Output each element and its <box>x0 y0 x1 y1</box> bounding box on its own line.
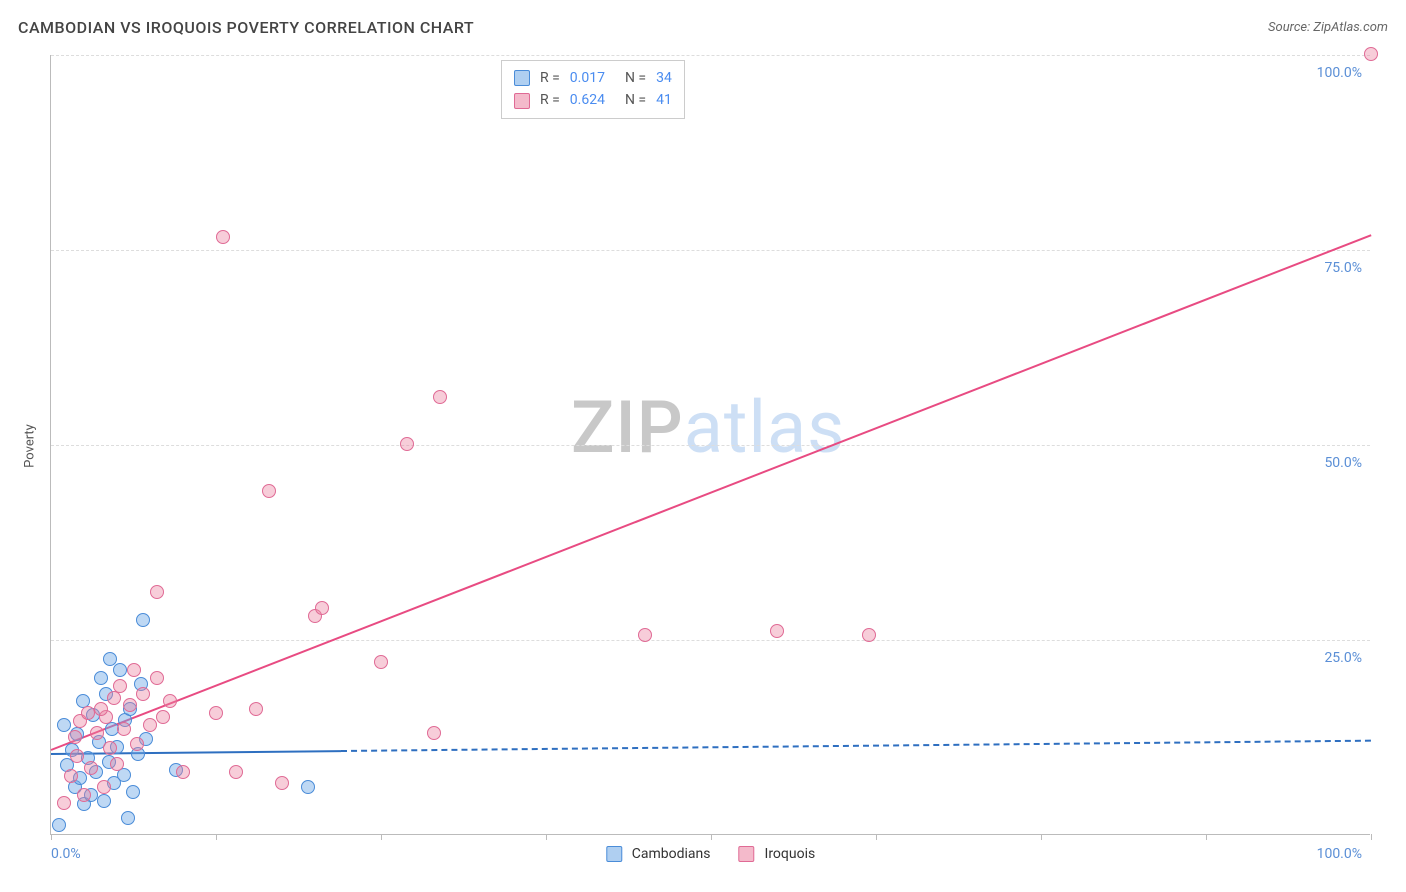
data-point <box>90 726 104 740</box>
x-tick <box>1041 834 1042 840</box>
data-point <box>136 613 150 627</box>
data-point <box>150 671 164 685</box>
trend-line <box>51 234 1372 751</box>
data-point <box>103 652 117 666</box>
data-point <box>229 765 243 779</box>
n-label: N = <box>625 89 646 111</box>
y-axis-label: Poverty <box>22 424 37 468</box>
data-point <box>427 726 441 740</box>
gridline <box>51 640 1370 641</box>
x-max-label: 100.0% <box>1317 846 1362 862</box>
data-point <box>117 722 131 736</box>
data-point <box>81 706 95 720</box>
data-point <box>176 765 190 779</box>
data-point <box>68 730 82 744</box>
data-point <box>770 624 784 638</box>
data-point <box>57 796 71 810</box>
data-point <box>97 794 111 808</box>
data-point <box>113 663 127 677</box>
y-tick-label: 100.0% <box>1317 65 1362 81</box>
watermark-atlas: atlas <box>684 385 846 470</box>
data-point <box>262 484 276 498</box>
r-label: R = <box>540 67 560 89</box>
gridline <box>51 55 1370 56</box>
y-tick-label: 25.0% <box>1324 650 1362 666</box>
data-point <box>94 671 108 685</box>
chart-title: CAMBODIAN VS IROQUOIS POVERTY CORRELATIO… <box>18 18 474 37</box>
data-point <box>136 687 150 701</box>
legend-item: Iroquois <box>739 846 816 862</box>
data-point <box>121 811 135 825</box>
source-label: Source: ZipAtlas.com <box>1268 20 1388 35</box>
data-point <box>301 780 315 794</box>
legend-label: Cambodians <box>632 846 711 862</box>
legend-row: R = 0.624 N = 41 <box>514 89 672 111</box>
data-point <box>400 437 414 451</box>
trend-line-dashed <box>341 740 1371 752</box>
watermark-zip: ZIP <box>571 385 684 470</box>
data-point <box>126 785 140 799</box>
data-point <box>249 702 263 716</box>
legend-label: Iroquois <box>765 846 816 862</box>
data-point <box>70 749 84 763</box>
n-label: N = <box>625 67 646 89</box>
r-label: R = <box>540 89 560 111</box>
data-point <box>433 390 447 404</box>
data-point <box>209 706 223 720</box>
data-point <box>156 710 170 724</box>
data-point <box>94 702 108 716</box>
x-tick <box>1206 834 1207 840</box>
legend-swatch <box>606 846 622 862</box>
data-point <box>127 663 141 677</box>
data-point <box>150 585 164 599</box>
correlation-legend: R = 0.017 N = 34 R = 0.624 N = 41 <box>501 60 685 119</box>
gridline <box>51 250 1370 251</box>
n-value: 34 <box>656 67 672 89</box>
x-min-label: 0.0% <box>51 846 81 862</box>
data-point <box>275 776 289 790</box>
data-point <box>52 818 66 832</box>
x-tick <box>1371 834 1372 840</box>
data-point <box>638 628 652 642</box>
y-tick-label: 50.0% <box>1324 455 1362 471</box>
data-point <box>130 737 144 751</box>
x-tick <box>381 834 382 840</box>
y-tick-label: 75.0% <box>1324 260 1362 276</box>
x-tick <box>216 834 217 840</box>
legend-row: R = 0.017 N = 34 <box>514 67 672 89</box>
data-point <box>374 655 388 669</box>
gridline <box>51 445 1370 446</box>
r-value: 0.017 <box>570 67 605 89</box>
data-point <box>216 230 230 244</box>
data-point <box>77 788 91 802</box>
data-point <box>143 718 157 732</box>
data-point <box>110 757 124 771</box>
data-point <box>862 628 876 642</box>
legend-swatch <box>514 70 530 86</box>
plot-area: ZIPatlas 25.0%50.0%75.0%100.0%0.0%100.0%… <box>50 55 1370 835</box>
data-point <box>163 694 177 708</box>
data-point <box>64 769 78 783</box>
x-tick <box>711 834 712 840</box>
title-bar: CAMBODIAN VS IROQUOIS POVERTY CORRELATIO… <box>18 18 1388 37</box>
x-tick <box>546 834 547 840</box>
r-value: 0.624 <box>570 89 605 111</box>
data-point <box>123 698 137 712</box>
data-point <box>103 741 117 755</box>
n-value: 41 <box>656 89 672 111</box>
data-point <box>1364 47 1378 61</box>
x-tick <box>876 834 877 840</box>
series-legend: Cambodians Iroquois <box>606 846 815 862</box>
data-point <box>97 780 111 794</box>
data-point <box>84 761 98 775</box>
data-point <box>315 601 329 615</box>
data-point <box>113 679 127 693</box>
legend-swatch <box>514 93 530 109</box>
x-tick <box>51 834 52 840</box>
legend-swatch <box>739 846 755 862</box>
legend-item: Cambodians <box>606 846 711 862</box>
data-point <box>57 718 71 732</box>
